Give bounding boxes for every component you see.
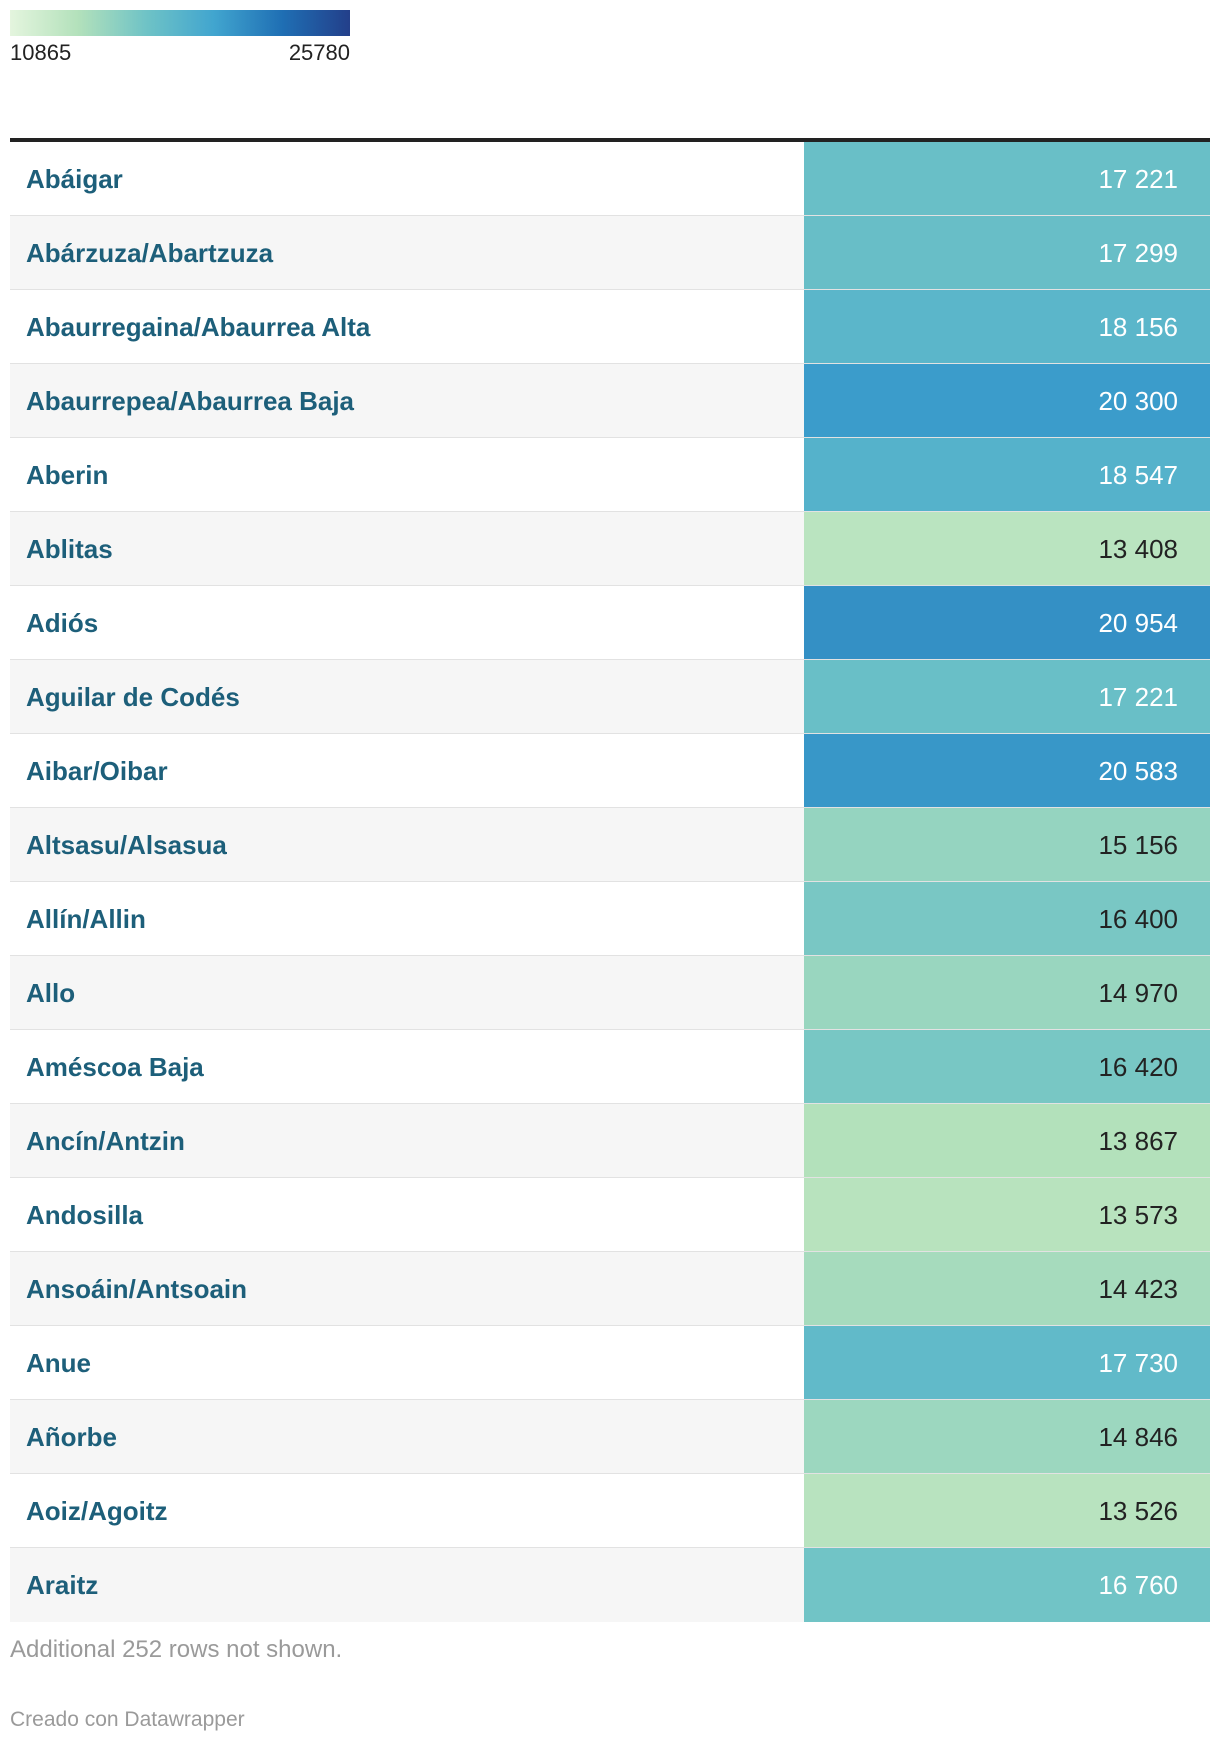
value-cell: 15 156 [804, 808, 1210, 881]
table-row: Altsasu/Alsasua 15 156 [10, 808, 1210, 882]
municipality-name: Allín/Allin [26, 904, 146, 934]
value-cell: 20 954 [804, 586, 1210, 659]
legend-min-label: 10865 [10, 40, 72, 65]
municipality-name: Adiós [26, 608, 99, 638]
municipality-name: Andosilla [26, 1200, 144, 1230]
table-row: Adiós 20 954 [10, 586, 1210, 660]
value-cell: 13 526 [804, 1474, 1210, 1547]
municipality-name: Abaurregaina/Abaurrea Alta [26, 312, 371, 342]
value-cell: 14 846 [804, 1400, 1210, 1473]
data-table: Abáigar 17 221 Abárzuza/Abartzuza 17 299 Aba… [10, 138, 1210, 1622]
table-row: Andosilla 13 573 [10, 1178, 1210, 1252]
municipality-name: Aberin [26, 460, 109, 490]
table-row: Aberin 18 547 [10, 438, 1210, 512]
table-row: Araitz 16 760 [10, 1548, 1210, 1622]
municipality-name: Abaurrepea/Abaurrea Baja [26, 386, 355, 416]
municipality-name: Allo [26, 978, 76, 1008]
municipality-name: Anue [26, 1348, 91, 1378]
table-row: Abaurregaina/Abaurrea Alta 18 156 [10, 290, 1210, 364]
table-row: Aibar/Oibar 20 583 [10, 734, 1210, 808]
value-cell: 14 970 [804, 956, 1210, 1029]
table-row: Améscoa Baja 16 420 [10, 1030, 1210, 1104]
table-row: Abárzuza/Abartzuza 17 299 [10, 216, 1210, 290]
value-cell: 20 583 [804, 734, 1210, 807]
table-row: Aguilar de Codés 17 221 [10, 660, 1210, 734]
value-cell: 14 423 [804, 1252, 1210, 1325]
municipality-name: Améscoa Baja [26, 1052, 204, 1082]
table-row: Abáigar 17 221 [10, 142, 1210, 216]
table-row: Aoiz/Agoitz 13 526 [10, 1474, 1210, 1548]
value-cell: 17 299 [804, 216, 1210, 289]
legend-max-label: 25780 [288, 40, 350, 65]
table-row: Abaurrepea/Abaurrea Baja 20 300 [10, 364, 1210, 438]
value-cell: 16 420 [804, 1030, 1210, 1103]
value-cell: 17 221 [804, 142, 1210, 215]
municipality-name: Abáigar [26, 164, 123, 194]
municipality-name: Aguilar de Codés [26, 682, 240, 712]
value-cell: 16 760 [804, 1548, 1210, 1622]
municipality-name: Aibar/Oibar [26, 756, 168, 786]
municipality-name: Araitz [26, 1570, 99, 1600]
municipality-name: Altsasu/Alsasua [26, 830, 227, 860]
municipality-name: Ansoáin/Antsoain [26, 1274, 248, 1304]
municipality-name: Ablitas [26, 534, 113, 564]
value-cell: 13 867 [804, 1104, 1210, 1177]
municipality-name: Ancín/Antzin [26, 1126, 185, 1156]
municipality-name: Abárzuza/Abartzuza [26, 238, 274, 268]
table-row: Ablitas 13 408 [10, 512, 1210, 586]
table-row: Ansoáin/Antsoain 14 423 [10, 1252, 1210, 1326]
datawrapper-credit: Creado con Datawrapper [10, 1708, 245, 1731]
table-row: Allo 14 970 [10, 956, 1210, 1030]
rows-not-shown-note: Additional 252 rows not shown. [10, 1636, 343, 1663]
color-legend: 10865 25780 [10, 10, 350, 70]
value-cell: 17 730 [804, 1326, 1210, 1399]
table-row: Anue 17 730 [10, 1326, 1210, 1400]
table-row: Allín/Allin 16 400 [10, 882, 1210, 956]
value-cell: 18 156 [804, 290, 1210, 363]
value-cell: 16 400 [804, 882, 1210, 955]
value-cell: 18 547 [804, 438, 1210, 511]
table-row: Añorbe 14 846 [10, 1400, 1210, 1474]
value-cell: 20 300 [804, 364, 1210, 437]
value-cell: 17 221 [804, 660, 1210, 733]
value-cell: 13 408 [804, 512, 1210, 585]
municipality-name: Aoiz/Agoitz [26, 1496, 168, 1526]
color-legend-gradient [10, 10, 350, 36]
table-row: Ancín/Antzin 13 867 [10, 1104, 1210, 1178]
value-cell: 13 573 [804, 1178, 1210, 1251]
municipality-name: Añorbe [26, 1422, 117, 1452]
